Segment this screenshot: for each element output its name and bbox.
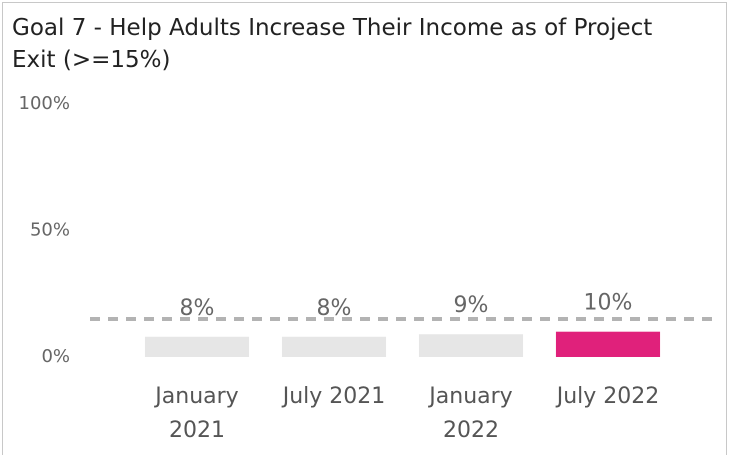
y-tick-label: 100% [19, 93, 70, 114]
y-tick-label: 0% [41, 346, 70, 367]
x-tick-label: January 2021 [155, 384, 239, 443]
x-tick-label: January 2022 [429, 384, 513, 443]
y-tick-label: 50% [30, 220, 70, 241]
value-label: 8% [180, 296, 215, 321]
value-label: 10% [584, 291, 633, 316]
bar [555, 331, 661, 357]
bar [281, 336, 387, 357]
chart-title: Goal 7 - Help Adults Increase Their Inco… [12, 15, 653, 73]
x-tick-label: July 2022 [556, 384, 660, 409]
bar [418, 334, 524, 357]
bar [144, 336, 250, 357]
value-label: 9% [454, 293, 489, 318]
value-label: 8% [317, 296, 352, 321]
x-tick-label: July 2021 [282, 384, 386, 409]
